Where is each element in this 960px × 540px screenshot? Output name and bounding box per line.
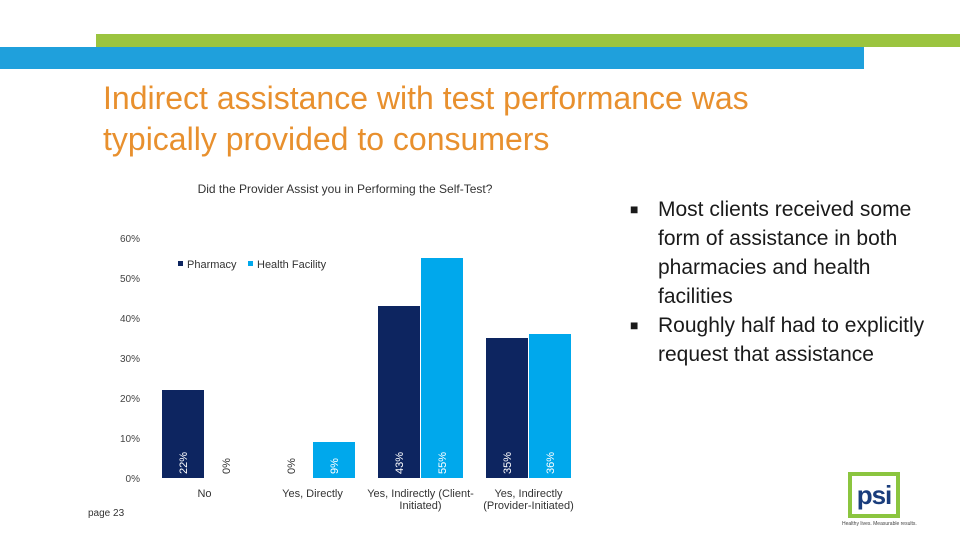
logo-box: psi — [848, 472, 900, 518]
logo-tagline: Healthy lives. Measurable results. — [842, 521, 917, 527]
legend-label: Pharmacy — [187, 259, 237, 271]
x-category-label: Yes, Indirectly — [494, 488, 563, 500]
psi-logo: psi Healthy lives. Measurable results. — [842, 472, 942, 530]
bullet-square-icon: ■ — [630, 317, 639, 333]
bullet-item: ■ Most clients received some form of assi… — [628, 195, 948, 311]
y-tick-label: 30% — [120, 354, 140, 365]
page-number: page 23 — [88, 508, 125, 519]
y-tick-label: 0% — [126, 474, 141, 485]
bullet-text: Roughly half had to explicitly request t… — [658, 314, 925, 366]
y-tick-label: 20% — [120, 394, 140, 405]
data-label: 35% — [502, 452, 514, 474]
legend-label: Health Facility — [257, 259, 327, 271]
bullet-text: Most clients received some form of assis… — [658, 198, 912, 308]
bar-pharmacy — [378, 306, 420, 478]
x-category-label: (Provider-Initiated) — [483, 500, 573, 512]
header-stripe-gap — [864, 47, 960, 69]
x-category-label: Initiated) — [399, 500, 441, 512]
x-category-label: No — [197, 488, 211, 500]
logo-text: psi — [856, 479, 893, 510]
bar-health-facility — [313, 442, 355, 478]
bullet-square-icon: ■ — [630, 201, 639, 217]
bar-pharmacy — [486, 338, 528, 478]
data-label: 0% — [286, 458, 298, 474]
bullet-item: ■ Roughly half had to explicitly request … — [628, 311, 948, 369]
y-tick-label: 10% — [120, 434, 140, 445]
y-tick-label: 40% — [120, 314, 140, 325]
data-label: 0% — [221, 458, 233, 474]
chart-title: Did the Provider Assist you in Performin… — [198, 182, 493, 196]
data-label: 55% — [437, 452, 449, 474]
bullet-list: ■ Most clients received some form of assi… — [628, 195, 948, 369]
data-label: 36% — [545, 452, 557, 474]
header-stripe-blue — [0, 47, 864, 69]
x-category-label: Yes, Directly — [282, 488, 343, 500]
data-label: 43% — [394, 452, 406, 474]
legend-swatch-health-facility — [248, 261, 253, 266]
data-label: 9% — [329, 458, 341, 474]
slide-title: Indirect assistance with test performanc… — [103, 80, 749, 157]
y-tick-label: 50% — [120, 274, 140, 285]
y-tick-label: 60% — [120, 234, 140, 245]
header-stripe-green — [96, 34, 960, 47]
bar-health-facility — [529, 334, 571, 478]
bar-health-facility — [421, 258, 463, 478]
bar-pharmacy — [162, 390, 204, 478]
legend-swatch-pharmacy — [178, 261, 183, 266]
x-category-label: Yes, Indirectly (Client- — [367, 488, 474, 500]
data-label: 22% — [178, 452, 190, 474]
